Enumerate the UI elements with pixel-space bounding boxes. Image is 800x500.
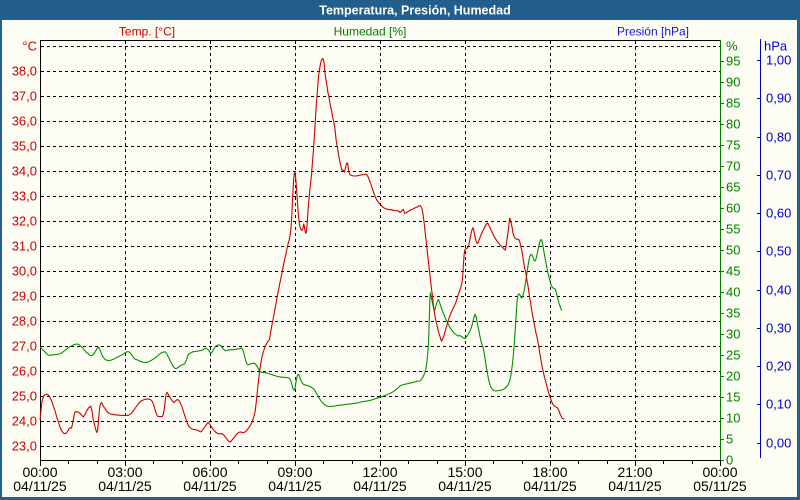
svg-text:0,10: 0,10 <box>766 397 791 412</box>
svg-text:0,00: 0,00 <box>766 436 791 451</box>
svg-text:32,0: 32,0 <box>12 214 37 229</box>
svg-text:95: 95 <box>726 54 740 69</box>
svg-text:28,0: 28,0 <box>12 314 37 329</box>
svg-text:20: 20 <box>726 369 740 384</box>
svg-text:0,50: 0,50 <box>766 244 791 259</box>
svg-text:04/11/25: 04/11/25 <box>523 478 577 494</box>
svg-text:30,0: 30,0 <box>12 264 37 279</box>
svg-text:38,0: 38,0 <box>12 64 37 79</box>
svg-text:Temp. [°C]: Temp. [°C] <box>119 25 175 39</box>
svg-text:15:00: 15:00 <box>447 464 482 480</box>
svg-text:15: 15 <box>726 390 740 405</box>
svg-text:0: 0 <box>726 453 733 468</box>
svg-text:60: 60 <box>726 201 740 216</box>
svg-text:18:00: 18:00 <box>532 464 567 480</box>
svg-text:0,80: 0,80 <box>766 130 791 145</box>
svg-text:23,0: 23,0 <box>12 439 37 454</box>
svg-text:65: 65 <box>726 180 740 195</box>
svg-text:00:00: 00:00 <box>702 464 737 480</box>
svg-text:50: 50 <box>726 243 740 258</box>
svg-text:55: 55 <box>726 222 740 237</box>
svg-text:0,20: 0,20 <box>766 359 791 374</box>
svg-text:Temperatura, Presión, Humedad: Temperatura, Presión, Humedad <box>319 4 511 18</box>
svg-text:12:00: 12:00 <box>362 464 397 480</box>
svg-text:26,0: 26,0 <box>12 364 37 379</box>
svg-text:35,0: 35,0 <box>12 139 37 154</box>
svg-text:35: 35 <box>726 306 740 321</box>
svg-text:30: 30 <box>726 327 740 342</box>
svg-text:0,30: 0,30 <box>766 321 791 336</box>
svg-text:10: 10 <box>726 411 740 426</box>
svg-text:04/11/25: 04/11/25 <box>13 478 67 494</box>
svg-text:21:00: 21:00 <box>617 464 652 480</box>
svg-text:04/11/25: 04/11/25 <box>98 478 152 494</box>
svg-text:27,0: 27,0 <box>12 339 37 354</box>
svg-text:04/11/25: 04/11/25 <box>438 478 492 494</box>
svg-text:0,70: 0,70 <box>766 168 791 183</box>
svg-text:25: 25 <box>726 348 740 363</box>
svg-text:%: % <box>726 39 738 54</box>
svg-text:85: 85 <box>726 96 740 111</box>
svg-text:45: 45 <box>726 264 740 279</box>
svg-text:70: 70 <box>726 159 740 174</box>
svg-text:33,0: 33,0 <box>12 189 37 204</box>
svg-text:36,0: 36,0 <box>12 114 37 129</box>
svg-text:0,90: 0,90 <box>766 91 791 106</box>
svg-text:1,00: 1,00 <box>766 53 791 68</box>
svg-text:90: 90 <box>726 75 740 90</box>
svg-text:40: 40 <box>726 285 740 300</box>
svg-text:04/11/25: 04/11/25 <box>353 478 407 494</box>
svg-text:29,0: 29,0 <box>12 289 37 304</box>
svg-text:05/11/25: 05/11/25 <box>693 478 747 494</box>
svg-text:06:00: 06:00 <box>192 464 227 480</box>
svg-text:hPa: hPa <box>764 39 788 54</box>
svg-text:24,0: 24,0 <box>12 414 37 429</box>
svg-text:37,0: 37,0 <box>12 89 37 104</box>
svg-text:°C: °C <box>22 39 37 54</box>
svg-text:80: 80 <box>726 117 740 132</box>
svg-text:04/11/25: 04/11/25 <box>608 478 662 494</box>
svg-text:5: 5 <box>726 432 733 447</box>
svg-text:03:00: 03:00 <box>107 464 142 480</box>
svg-text:0,60: 0,60 <box>766 206 791 221</box>
svg-text:31,0: 31,0 <box>12 239 37 254</box>
svg-text:25,0: 25,0 <box>12 389 37 404</box>
svg-text:0,40: 0,40 <box>766 283 791 298</box>
svg-text:00:00: 00:00 <box>22 464 57 480</box>
svg-text:75: 75 <box>726 138 740 153</box>
svg-text:04/11/25: 04/11/25 <box>268 478 322 494</box>
svg-text:09:00: 09:00 <box>277 464 312 480</box>
svg-text:34,0: 34,0 <box>12 164 37 179</box>
svg-text:Presión [hPa]: Presión [hPa] <box>617 25 689 39</box>
svg-text:04/11/25: 04/11/25 <box>183 478 237 494</box>
svg-text:Humedad [%]: Humedad [%] <box>334 25 407 39</box>
